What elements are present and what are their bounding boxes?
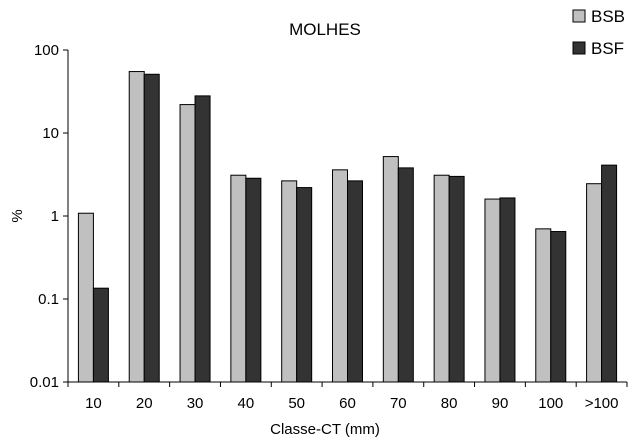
x-axis-label: Classe-CT (mm) xyxy=(270,421,380,438)
x-axis: 10 20 30 40 50 60 70 80 90 100 >100 xyxy=(67,381,628,412)
bar-bsf-gt100 xyxy=(601,164,618,383)
bar-bsf-70 xyxy=(397,167,414,383)
legend: BSB BSF xyxy=(572,7,625,58)
y-tick-label: 100 xyxy=(34,42,59,59)
y-tick-label: 10 xyxy=(42,125,59,142)
bar-bsb-gt100 xyxy=(586,183,603,383)
y-tick-label: 0.1 xyxy=(38,291,59,308)
x-tick-label: 100 xyxy=(538,395,563,412)
y-axis: 0.01 0.1 1 10 100 xyxy=(30,42,69,391)
x-tick-label: 80 xyxy=(441,395,458,412)
bar-bsf-30 xyxy=(194,95,211,383)
legend-label-bsb: BSB xyxy=(591,7,625,26)
bar-bsb-50 xyxy=(281,180,298,383)
x-tick-label: 40 xyxy=(238,395,255,412)
bar-bsf-60 xyxy=(347,180,363,383)
x-tick-label: 90 xyxy=(492,395,509,412)
bars-group xyxy=(77,71,618,383)
bar-bsb-30 xyxy=(179,104,196,383)
bar-bsb-80 xyxy=(433,174,450,383)
x-tick-label: 50 xyxy=(288,395,305,412)
bar-bsf-100 xyxy=(550,231,567,383)
chart-title: MOLHES xyxy=(289,20,361,39)
bar-bsf-50 xyxy=(296,187,313,383)
bar-bsf-40 xyxy=(245,177,262,383)
x-tick-label: 70 xyxy=(390,395,407,412)
bar-bsb-10 xyxy=(77,212,94,383)
bar-bsb-20 xyxy=(128,71,145,383)
bar-bsb-100 xyxy=(535,228,552,383)
x-tick-label: >100 xyxy=(585,395,619,412)
y-tick-label: 0.01 xyxy=(30,374,59,391)
bar-bsb-40 xyxy=(230,174,247,383)
bar-bsb-70 xyxy=(382,156,399,383)
legend-swatch-bsf xyxy=(572,41,586,55)
bar-bsb-60 xyxy=(332,169,348,383)
x-tick-label: 10 xyxy=(85,395,102,412)
x-tick-label: 60 xyxy=(339,395,356,412)
legend-swatch-bsb xyxy=(572,9,586,23)
legend-label-bsf: BSF xyxy=(591,39,624,58)
bar-bsf-10 xyxy=(92,287,109,383)
x-tick-label: 20 xyxy=(136,395,153,412)
bar-bsb-90 xyxy=(484,198,501,383)
x-tick-label: 30 xyxy=(187,395,204,412)
y-tick-label: 1 xyxy=(51,208,59,225)
bar-bsf-20 xyxy=(143,73,160,383)
bar-bsf-90 xyxy=(499,197,516,383)
y-axis-label: % xyxy=(9,209,26,222)
bar-bsf-80 xyxy=(448,175,465,383)
